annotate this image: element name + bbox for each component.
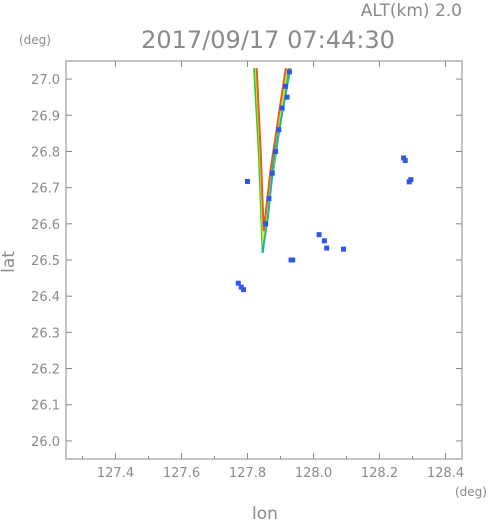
y-tick-label: 27.0 — [31, 73, 60, 88]
x-axis-label: lon — [252, 504, 278, 521]
data-point — [235, 280, 241, 286]
data-point — [316, 232, 322, 238]
data-point — [276, 127, 282, 133]
chart-subtitle: ALT(km) 2.0 — [361, 1, 462, 21]
x-tick-label: 128.4 — [427, 466, 464, 481]
data-point — [279, 105, 285, 111]
data-point — [269, 170, 275, 176]
x-tick-label: 128.0 — [295, 466, 332, 481]
x-unit-label: (deg) — [455, 485, 487, 499]
y-tick-label: 26.6 — [31, 218, 60, 233]
data-point — [245, 178, 250, 184]
data-point — [282, 83, 288, 89]
plot-frame — [65, 60, 463, 460]
y-tick-label: 26.1 — [31, 399, 60, 414]
x-tick-label: 128.2 — [361, 466, 398, 481]
data-point — [286, 69, 292, 75]
data-point — [406, 179, 412, 185]
data-point — [321, 238, 327, 244]
data-point — [341, 246, 347, 252]
y-tick-label: 26.3 — [31, 326, 60, 341]
x-tick-label: 127.8 — [229, 466, 266, 481]
data-point — [324, 245, 330, 251]
y-tick-label: 26.8 — [31, 145, 60, 160]
y-tick-label: 26.5 — [31, 254, 60, 269]
data-point — [263, 221, 269, 227]
data-point — [241, 287, 247, 293]
data-point — [401, 155, 407, 161]
y-tick-label: 26.9 — [31, 109, 60, 124]
y-tick-label: 26.7 — [31, 182, 60, 197]
trajectory-line — [255, 68, 287, 232]
y-tick-label: 26.2 — [31, 363, 60, 378]
y-unit-label: (deg) — [19, 33, 51, 47]
data-point — [238, 284, 244, 290]
data-point — [284, 94, 290, 100]
data-point — [273, 148, 279, 154]
trajectory-line — [261, 68, 292, 253]
chart-title: 2017/09/17 07:44:30 — [141, 26, 395, 54]
y-axis-label: lat — [0, 251, 19, 273]
data-point — [266, 195, 272, 201]
data-point — [288, 257, 294, 263]
x-tick-label: 127.6 — [163, 466, 200, 481]
data-point — [402, 158, 408, 163]
y-tick-label: 26.4 — [31, 290, 60, 305]
x-tick-label: 127.4 — [97, 466, 134, 481]
y-tick-label: 26.0 — [31, 435, 60, 450]
